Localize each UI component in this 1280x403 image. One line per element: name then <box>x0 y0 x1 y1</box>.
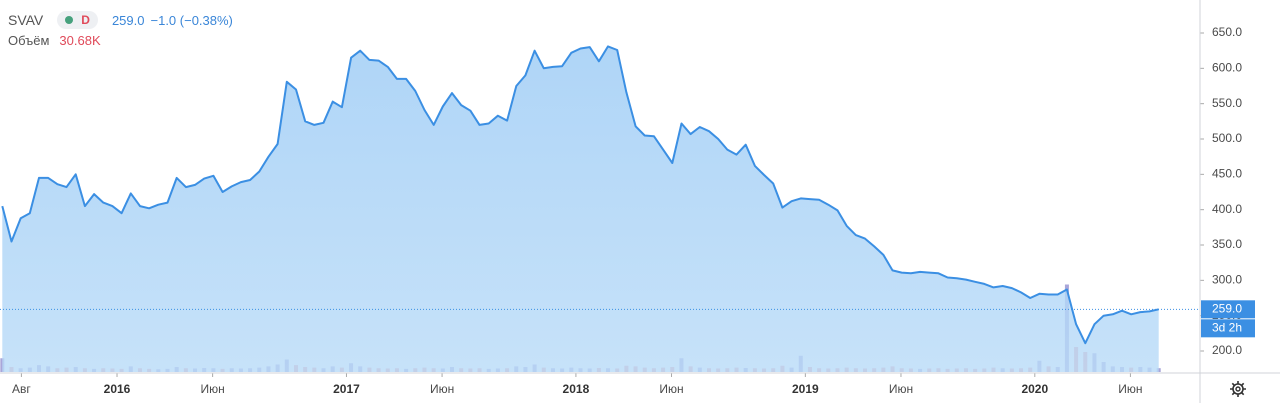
price-area <box>2 46 1159 373</box>
legend-volume: Объём 30.68K <box>8 30 239 50</box>
gear-teeth <box>1230 381 1246 397</box>
settings-icon[interactable] <box>1230 381 1246 397</box>
last-price: 259.0 <box>111 12 145 28</box>
gear-hub <box>1235 386 1241 392</box>
x-tick-label: Июн <box>889 382 913 396</box>
y-tick-label: 300.0 <box>1212 273 1242 287</box>
countdown-badge <box>1201 319 1255 338</box>
x-tick-label: 2016 <box>104 382 131 396</box>
x-tick-label: Июн <box>200 382 224 396</box>
last-price-label: 259.0 <box>1212 301 1242 315</box>
x-tick-label: Авг <box>12 382 31 396</box>
x-tick-label: 2018 <box>563 382 590 396</box>
price-change: −1.0 (−0.38%) <box>150 12 233 28</box>
price-line <box>1 45 1159 345</box>
x-tick-label: 2020 <box>1021 382 1048 396</box>
y-tick-label: 550.0 <box>1212 96 1242 110</box>
x-tick-label: Июн <box>1118 382 1142 396</box>
interval: D <box>81 13 90 27</box>
y-tick-label: 500.0 <box>1212 131 1242 145</box>
countdown-label: 3d 2h <box>1212 320 1242 334</box>
y-tick-label: 600.0 <box>1212 61 1242 75</box>
volume-value: 30.68K <box>59 32 101 48</box>
x-tick-label: 2019 <box>792 382 819 396</box>
x-tick-label: Июн <box>430 382 454 396</box>
symbol: SVAV <box>8 12 44 28</box>
legend: SVAV D 259.0 −1.0 (−0.38%) Объём 30.68K <box>8 10 239 50</box>
y-tick-label: 450.0 <box>1212 167 1242 181</box>
volume-bar <box>0 358 5 372</box>
legend-main: SVAV D 259.0 −1.0 (−0.38%) <box>8 10 239 30</box>
y-tick-label: 400.0 <box>1212 202 1242 216</box>
status-dot <box>65 16 74 24</box>
y-tick-label: 200.0 <box>1212 343 1242 357</box>
volume-label: Объём <box>8 32 50 48</box>
last-price-badge <box>1201 300 1255 319</box>
x-tick-label: 2017 <box>333 382 360 396</box>
y-tick-label: 350.0 <box>1212 237 1242 251</box>
status-pill[interactable]: D <box>57 11 98 29</box>
x-tick-label: Июн <box>659 382 683 396</box>
y-tick-label: 650.0 <box>1212 25 1242 39</box>
